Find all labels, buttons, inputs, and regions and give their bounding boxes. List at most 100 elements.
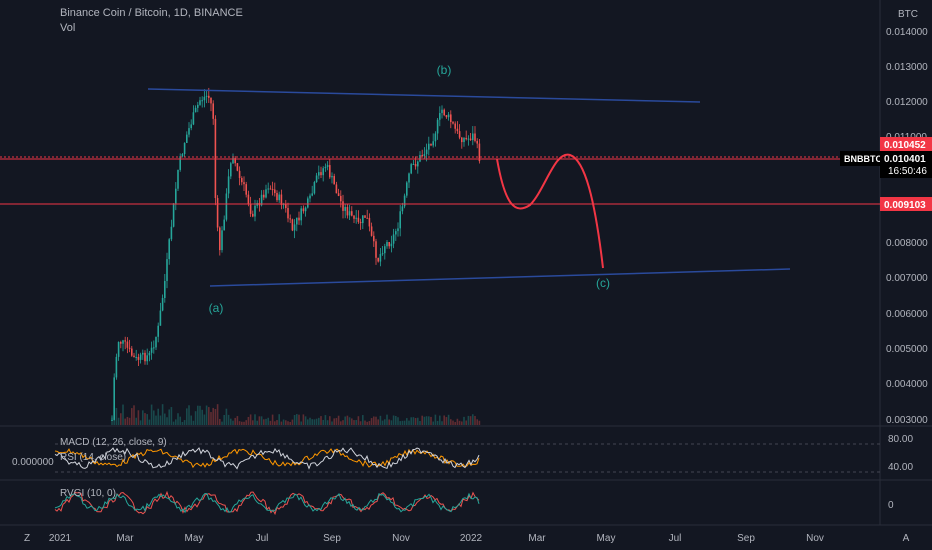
rsi-legend[interactable]: RSI (14, close) (60, 452, 126, 463)
volume-bar (139, 420, 142, 425)
current-price-tag-bg (880, 151, 932, 178)
candle-body (186, 134, 188, 143)
candle-body (159, 310, 162, 326)
candle-body (370, 226, 373, 236)
candle-body (307, 198, 309, 208)
candle-body (161, 298, 164, 311)
candle-body (179, 156, 181, 170)
wave-label-a: (a) (209, 301, 224, 315)
candle-body (315, 175, 318, 183)
candle-body (439, 113, 441, 120)
projection-path[interactable] (496, 153, 604, 269)
volume-bar (177, 413, 179, 425)
volume-bar (230, 418, 232, 425)
time-tick: Mar (528, 533, 546, 544)
volume-bar (474, 415, 476, 425)
lower-trendline[interactable] (209, 268, 791, 287)
volume-bar (122, 404, 124, 425)
volume-bar (300, 421, 302, 425)
candle-body (190, 124, 192, 129)
candle-body (153, 347, 155, 349)
volume-bar (186, 408, 188, 425)
candle-body (296, 217, 298, 225)
volume-bar (260, 416, 263, 425)
candle-body (428, 143, 430, 150)
volume-bar (401, 420, 404, 425)
volume-bar (263, 419, 265, 425)
candle-body (122, 340, 124, 344)
volume-bar (131, 408, 133, 425)
candle-body (177, 169, 179, 189)
volume-bar (340, 421, 342, 425)
volume-bar (199, 405, 201, 425)
candle-body (280, 194, 283, 205)
candle-body (227, 176, 230, 194)
volume-bar (254, 414, 256, 425)
candle-body (126, 341, 129, 348)
rvgi-legend[interactable]: RVGI (10, 0) (60, 488, 116, 499)
candle-body (432, 141, 434, 146)
candle-body (331, 176, 333, 178)
volume-bar (386, 414, 388, 425)
candle-body (124, 340, 126, 342)
macd-tick-80: 80.00 (888, 434, 913, 445)
auto-scale-button[interactable]: A (903, 533, 910, 544)
candle-body (403, 195, 406, 207)
volume-bar (375, 416, 377, 425)
volume-bar (170, 407, 173, 425)
volume-bar (135, 417, 137, 425)
macd-legend[interactable]: MACD (12, 26, close, 9) (60, 437, 167, 448)
candle-body (412, 164, 415, 166)
volume-bar (164, 413, 166, 425)
price-axis-currency: BTC (898, 9, 918, 20)
candle-body (252, 213, 254, 217)
volume-bar (388, 419, 390, 425)
candle-body (450, 114, 452, 123)
candle-body (324, 166, 327, 169)
volume-bar (329, 416, 331, 425)
candle-body (219, 227, 221, 251)
zoom-button[interactable]: Z (24, 533, 30, 544)
candle-body (304, 207, 307, 212)
candle-body (170, 226, 173, 240)
candle-body (346, 207, 349, 216)
volume-bar (298, 414, 300, 425)
candle-body (300, 208, 302, 221)
candle-body (298, 217, 300, 221)
candle-body (146, 355, 148, 362)
volume-bar (432, 421, 434, 425)
candle-body (241, 177, 243, 183)
symbol-tag: BNBBTC (844, 154, 882, 164)
volume-bar (454, 421, 456, 425)
volume-bar (241, 421, 243, 425)
volume-bar (245, 420, 247, 425)
volume-bar (293, 415, 296, 425)
wave-label-c: (c) (596, 276, 610, 290)
candle-body (309, 195, 311, 199)
upper-trendline[interactable] (147, 88, 701, 103)
volume-bar (296, 414, 298, 425)
volume-bar (148, 419, 151, 425)
time-axis[interactable]: 2021 Mar May Jul Sep Nov 2022 Mar May Ju… (49, 533, 824, 544)
volume-bar (113, 406, 115, 425)
volume-bar (461, 421, 463, 425)
candle-body (115, 356, 118, 378)
volume-label[interactable]: Vol (60, 22, 76, 34)
candle-body (430, 143, 432, 146)
volume-bar (181, 421, 184, 425)
volume-bar (219, 418, 221, 425)
volume-bar (117, 417, 120, 425)
candle-body (381, 253, 384, 255)
candle-body (276, 192, 278, 201)
candle-body (232, 158, 234, 164)
candle-body (401, 206, 404, 212)
candle-body (342, 201, 344, 211)
volume-bar (399, 421, 401, 425)
volume-bar (120, 413, 122, 425)
volume-bar (348, 417, 351, 425)
candle-body (329, 165, 331, 178)
volume-bar (364, 420, 366, 425)
volume-bar (223, 414, 225, 425)
bar-countdown: 16:50:46 (888, 166, 927, 177)
